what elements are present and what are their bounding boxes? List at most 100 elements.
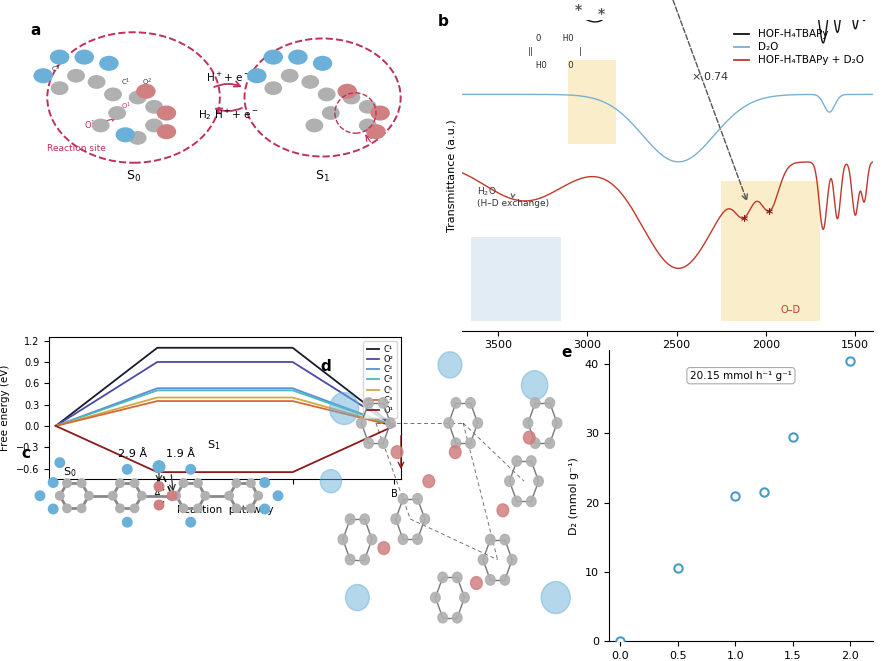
Circle shape: [521, 371, 548, 400]
Circle shape: [158, 125, 176, 139]
Circle shape: [360, 119, 376, 132]
HOF-H$_4$TBAPy + D$_2$O: [673, 264, 683, 272]
C¹: [51, 422, 61, 430]
HOF-H$_4$TBAPy + D$_2$O: [465, 173, 476, 180]
Text: c: c: [21, 446, 30, 461]
HOF-H$_4$TBAPy + D$_2$O: [797, 158, 807, 166]
Circle shape: [247, 504, 255, 512]
Circle shape: [48, 504, 58, 514]
C²: [51, 422, 61, 430]
Circle shape: [527, 456, 536, 466]
Circle shape: [154, 500, 164, 510]
Circle shape: [233, 504, 241, 512]
C²: [388, 422, 399, 430]
Text: S$_0$: S$_0$: [63, 465, 77, 479]
Circle shape: [289, 50, 307, 64]
Circle shape: [444, 418, 454, 428]
Circle shape: [460, 592, 470, 603]
Circle shape: [75, 50, 94, 64]
HOF-H$_4$TBAPy: [457, 0, 468, 1]
O¹: [152, 468, 163, 476]
Circle shape: [378, 542, 389, 555]
HOF-H$_4$TBAPy + D$_2$O: [821, 207, 831, 215]
Text: O$^1$: O$^1$: [121, 101, 132, 112]
D$_2$O: [673, 158, 683, 166]
Circle shape: [63, 479, 71, 487]
Circle shape: [386, 418, 396, 428]
Text: 1.9 Å: 1.9 Å: [166, 449, 194, 459]
Circle shape: [466, 438, 475, 448]
Circle shape: [129, 132, 146, 144]
HOF-H$_4$TBAPy: [821, 25, 831, 33]
C⁴: [287, 387, 298, 395]
Circle shape: [129, 91, 146, 104]
Circle shape: [541, 582, 570, 613]
Circle shape: [338, 534, 347, 545]
Circle shape: [158, 106, 176, 120]
Circle shape: [168, 491, 177, 500]
Circle shape: [274, 491, 282, 500]
D$_2$O: [692, 149, 703, 157]
Circle shape: [179, 504, 188, 512]
Line: C⁵: C⁵: [56, 397, 394, 426]
Circle shape: [420, 514, 429, 524]
D$_2$O: [509, 91, 519, 98]
Text: O$^2$: O$^2$: [142, 76, 152, 87]
Text: C$^4$: C$^4$: [101, 61, 110, 72]
Circle shape: [137, 492, 146, 500]
Circle shape: [154, 482, 164, 491]
Text: HO    O: HO O: [536, 61, 574, 70]
C³: [152, 397, 163, 405]
Circle shape: [265, 50, 282, 64]
Circle shape: [260, 478, 270, 487]
Line: C¹: C¹: [56, 348, 394, 426]
Text: O–D: O–D: [781, 305, 801, 315]
Circle shape: [85, 492, 94, 500]
C⁴: [51, 422, 61, 430]
Circle shape: [451, 398, 461, 408]
Circle shape: [105, 88, 121, 100]
Circle shape: [534, 476, 544, 486]
Text: *: *: [766, 207, 773, 221]
C³: [51, 422, 61, 430]
Line: D$_2$O: D$_2$O: [462, 95, 873, 162]
Circle shape: [524, 431, 535, 444]
Circle shape: [438, 352, 462, 378]
Circle shape: [343, 91, 360, 104]
Circle shape: [527, 496, 536, 506]
Circle shape: [545, 438, 554, 448]
Text: S$_1$: S$_1$: [315, 169, 330, 184]
Circle shape: [122, 518, 132, 527]
Circle shape: [321, 469, 341, 493]
Circle shape: [247, 479, 255, 487]
HOF-H$_4$TBAPy + D$_2$O: [457, 169, 468, 177]
Legend: C¹, O², C², C⁴, C⁵, C³, O¹: C¹, O², C², C⁴, C⁵, C³, O¹: [364, 341, 396, 418]
Circle shape: [346, 514, 355, 524]
Circle shape: [339, 85, 356, 98]
Circle shape: [323, 107, 339, 119]
Circle shape: [423, 475, 435, 488]
Circle shape: [371, 106, 389, 120]
Y-axis label: Free energy (eV): Free energy (eV): [0, 365, 11, 451]
Circle shape: [530, 438, 540, 448]
Circle shape: [346, 584, 369, 611]
Circle shape: [512, 456, 521, 466]
C⁵: [152, 393, 163, 401]
Text: H$^+$+ e$^-$: H$^+$+ e$^-$: [206, 71, 250, 84]
C¹: [388, 422, 399, 430]
Circle shape: [122, 465, 132, 474]
Circle shape: [225, 492, 233, 500]
O²: [388, 422, 399, 430]
C²: [152, 384, 163, 392]
Text: S$_1$: S$_1$: [208, 438, 221, 451]
Text: C$^3$: C$^3$: [76, 52, 86, 63]
Circle shape: [116, 504, 124, 512]
Circle shape: [413, 534, 422, 545]
Circle shape: [379, 398, 388, 408]
Circle shape: [265, 82, 282, 95]
Circle shape: [193, 504, 202, 512]
Text: O$^1$: O$^1$: [85, 118, 115, 131]
Circle shape: [51, 50, 69, 64]
Text: ‖         |: ‖ |: [527, 46, 583, 56]
Circle shape: [430, 592, 440, 603]
